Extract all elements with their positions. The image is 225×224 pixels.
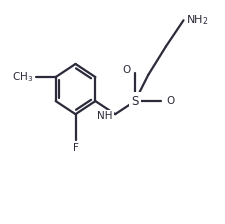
Text: S: S xyxy=(131,95,138,108)
Text: CH$_3$: CH$_3$ xyxy=(12,70,34,84)
Text: O: O xyxy=(165,96,173,106)
Text: O: O xyxy=(122,65,130,75)
Text: F: F xyxy=(72,143,78,153)
Text: NH: NH xyxy=(97,111,112,121)
Text: NH$_2$: NH$_2$ xyxy=(185,13,207,27)
